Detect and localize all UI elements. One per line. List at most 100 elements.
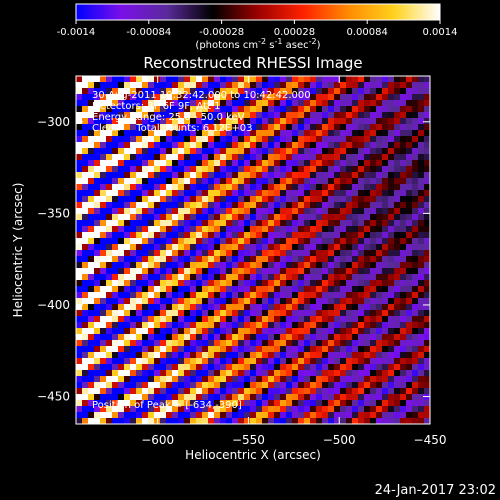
heatmap-cell xyxy=(298,142,304,148)
heatmap-cell xyxy=(136,382,142,388)
heatmap-cell xyxy=(244,364,250,370)
heatmap-cell xyxy=(214,124,220,130)
heatmap-cell xyxy=(400,214,406,220)
heatmap-cell xyxy=(106,130,112,136)
heatmap-cell xyxy=(256,418,262,424)
heatmap-cell xyxy=(370,352,376,358)
heatmap-cell xyxy=(238,124,244,130)
heatmap-cell xyxy=(364,262,370,268)
heatmap-cell xyxy=(262,214,268,220)
heatmap-cell xyxy=(154,340,160,346)
heatmap-cell xyxy=(172,82,178,88)
heatmap-cell xyxy=(304,304,310,310)
heatmap-cell xyxy=(76,304,82,310)
heatmap-cell xyxy=(142,268,148,274)
heatmap-cell xyxy=(370,358,376,364)
heatmap-cell xyxy=(154,76,160,82)
heatmap-cell xyxy=(178,136,184,142)
heatmap-cell xyxy=(136,148,142,154)
heatmap-cell xyxy=(100,130,106,136)
heatmap-cell xyxy=(136,352,142,358)
heatmap-cell xyxy=(202,214,208,220)
heatmap-cell xyxy=(88,232,94,238)
heatmap-cell xyxy=(178,382,184,388)
heatmap-cell xyxy=(310,100,316,106)
heatmap-cell xyxy=(208,82,214,88)
heatmap-cell xyxy=(418,268,424,274)
heatmap-cell xyxy=(196,322,202,328)
heatmap-cell xyxy=(178,400,184,406)
heatmap-cell xyxy=(256,82,262,88)
heatmap-cell xyxy=(292,226,298,232)
heatmap-cell xyxy=(322,406,328,412)
heatmap-cell xyxy=(226,106,232,112)
heatmap-cell xyxy=(100,82,106,88)
heatmap-cell xyxy=(226,244,232,250)
colorbar-tick-label: -0.0014 xyxy=(57,27,96,38)
heatmap-cell xyxy=(106,178,112,184)
heatmap-cell xyxy=(250,190,256,196)
heatmap-cell xyxy=(106,268,112,274)
heatmap-cell xyxy=(250,382,256,388)
heatmap-cell xyxy=(214,130,220,136)
heatmap-cell xyxy=(424,220,430,226)
heatmap-cell xyxy=(130,112,136,118)
heatmap-cell xyxy=(124,142,130,148)
heatmap-cell xyxy=(226,220,232,226)
heatmap-cell xyxy=(244,304,250,310)
heatmap-cell xyxy=(334,268,340,274)
heatmap-cell xyxy=(136,82,142,88)
heatmap-cell xyxy=(418,406,424,412)
heatmap-cell xyxy=(412,166,418,172)
heatmap-cell xyxy=(388,226,394,232)
heatmap-cell xyxy=(130,280,136,286)
heatmap-cell xyxy=(232,154,238,160)
annotation-clean-counts: Clean Total counts: 6.12E+03 xyxy=(92,123,252,134)
heatmap-cell xyxy=(214,292,220,298)
heatmap-cell xyxy=(82,376,88,382)
heatmap-cell xyxy=(160,346,166,352)
heatmap-cell xyxy=(226,94,232,100)
heatmap-cell xyxy=(208,412,214,418)
heatmap-cell xyxy=(358,406,364,412)
heatmap-cell xyxy=(142,232,148,238)
heatmap-cell xyxy=(358,208,364,214)
heatmap-cell xyxy=(208,382,214,388)
heatmap-cell xyxy=(328,334,334,340)
heatmap-cell xyxy=(286,142,292,148)
heatmap-cell xyxy=(358,394,364,400)
heatmap-cell xyxy=(166,328,172,334)
heatmap-cell xyxy=(316,316,322,322)
heatmap-cell xyxy=(196,148,202,154)
heatmap-cell xyxy=(346,118,352,124)
heatmap-cell xyxy=(214,88,220,94)
heatmap-cell xyxy=(184,268,190,274)
heatmap-cell xyxy=(328,262,334,268)
heatmap-cell xyxy=(232,244,238,250)
heatmap-cell xyxy=(322,160,328,166)
heatmap-cell xyxy=(154,88,160,94)
heatmap-cell xyxy=(82,106,88,112)
heatmap-cell xyxy=(184,124,190,130)
heatmap-cell xyxy=(154,136,160,142)
heatmap-cell xyxy=(364,340,370,346)
heatmap-cell xyxy=(376,208,382,214)
heatmap-cell xyxy=(280,232,286,238)
heatmap-cell xyxy=(106,418,112,424)
heatmap-cell xyxy=(364,136,370,142)
heatmap-cell xyxy=(370,238,376,244)
heatmap-cell xyxy=(364,112,370,118)
heatmap-cell xyxy=(400,286,406,292)
heatmap-cell xyxy=(94,220,100,226)
heatmap-cell xyxy=(184,100,190,106)
heatmap-cell xyxy=(274,196,280,202)
heatmap-cell xyxy=(160,250,166,256)
heatmap-cell xyxy=(124,172,130,178)
heatmap-cell xyxy=(424,106,430,112)
heatmap-cell xyxy=(352,112,358,118)
heatmap-cell xyxy=(340,202,346,208)
heatmap-cell xyxy=(358,148,364,154)
heatmap-cell xyxy=(364,190,370,196)
heatmap-cell xyxy=(334,208,340,214)
heatmap-cell xyxy=(184,106,190,112)
